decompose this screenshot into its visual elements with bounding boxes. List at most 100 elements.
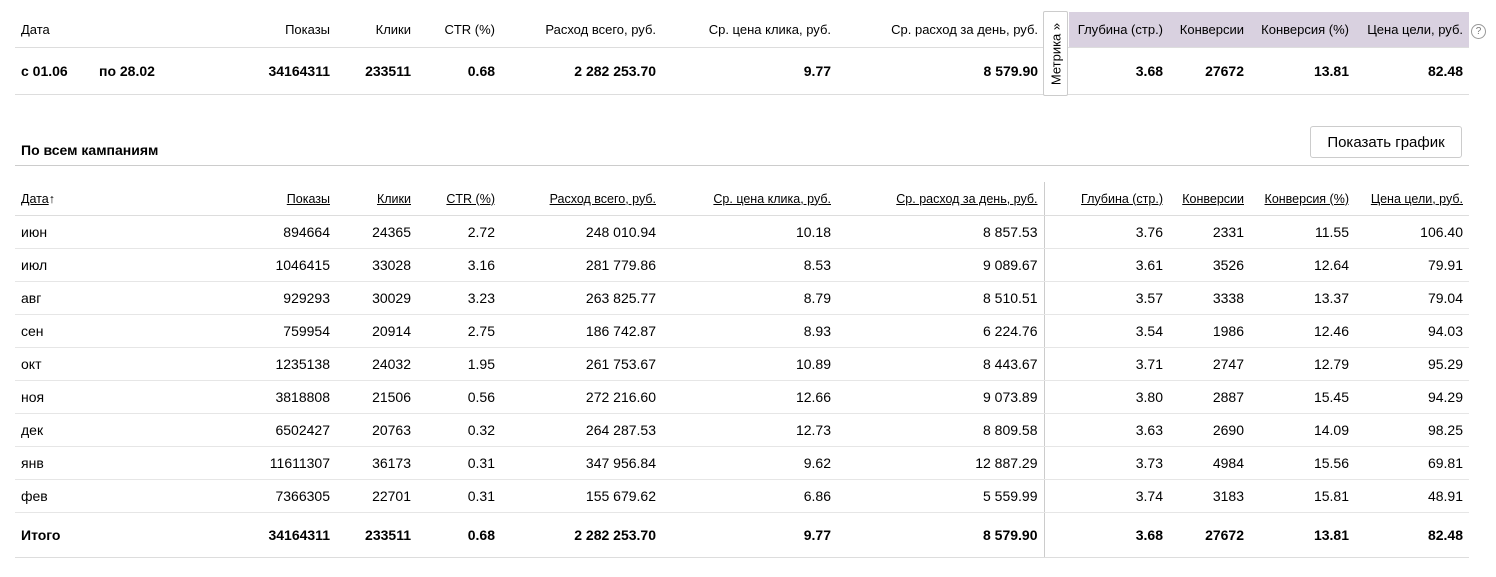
summary-header-shows: Показы xyxy=(156,12,337,48)
table-cell: 3.57 xyxy=(1044,281,1169,315)
show-chart-button[interactable]: Показать график xyxy=(1310,126,1462,158)
sort-clicks-link[interactable]: Клики xyxy=(376,191,411,206)
table-cell: 759954 xyxy=(156,314,336,348)
column-header-goal-cost[interactable]: Цена цели, руб. xyxy=(1355,182,1469,216)
column-header-date[interactable]: Дата↑ xyxy=(15,182,156,216)
table-cell: 3.71 xyxy=(1044,347,1169,381)
sort-conversions-link[interactable]: Конверсии xyxy=(1182,191,1244,206)
row-month: дек xyxy=(15,413,156,447)
total-cell: 13.81 xyxy=(1250,512,1355,558)
sort-cpc-link[interactable]: Ср. цена клика, руб. xyxy=(713,191,831,206)
column-header-shows[interactable]: Показы xyxy=(156,182,336,216)
sort-ctr-link[interactable]: CTR (%) xyxy=(446,191,495,206)
column-header-daily-spend[interactable]: Ср. расход за день, руб. xyxy=(837,182,1045,216)
table-cell: 6 224.76 xyxy=(837,314,1045,348)
sort-conversion-rate-link[interactable]: Конверсия (%) xyxy=(1264,191,1349,206)
row-month: янв xyxy=(15,446,156,480)
table-cell: 94.29 xyxy=(1355,380,1469,414)
table-cell: 2887 xyxy=(1169,380,1250,414)
column-header-conversion-rate[interactable]: Конверсия (%) xyxy=(1250,182,1355,216)
summary-header-conversions: Конверсии xyxy=(1169,12,1251,48)
table-cell: 33028 xyxy=(336,248,417,282)
table-row: дек 6502427 20763 0.32 264 287.53 12.73 8 809.… xyxy=(15,413,1469,447)
summary-header-depth: Глубина (стр.) xyxy=(1069,12,1170,48)
table-row: фев 7366305 22701 0.31 155 679.62 6.86 5 559.9… xyxy=(15,479,1469,513)
table-cell: 3.16 xyxy=(417,248,501,282)
summary-header-goal-cost: Цена цели, руб. xyxy=(1355,12,1470,48)
summary-goal-cost: 82.48 xyxy=(1355,47,1470,95)
metrika-toggle-tab[interactable]: Метрика » xyxy=(1043,11,1068,96)
table-cell: 347 956.84 xyxy=(501,446,662,480)
summary-date-from: с 01.06 xyxy=(15,47,93,95)
table-cell: 9.62 xyxy=(662,446,837,480)
table-cell: 8 857.53 xyxy=(837,215,1045,249)
table-cell: 2.75 xyxy=(417,314,501,348)
summary-clicks: 233511 xyxy=(336,47,418,95)
table-cell: 894664 xyxy=(156,215,336,249)
sort-depth-link[interactable]: Глубина (стр.) xyxy=(1081,191,1163,206)
table-cell: 12.64 xyxy=(1250,248,1355,282)
total-cell: 9.77 xyxy=(662,512,837,558)
table-cell: 3.73 xyxy=(1044,446,1169,480)
summary-header-cpc: Ср. цена клика, руб. xyxy=(662,12,838,48)
table-cell: 1235138 xyxy=(156,347,336,381)
table-cell: 281 779.86 xyxy=(501,248,662,282)
sort-daily-spend-link[interactable]: Ср. расход за день, руб. xyxy=(896,191,1038,206)
table-row: сен 759954 20914 2.75 186 742.87 8.93 6 224.76… xyxy=(15,314,1469,348)
total-label: Итого xyxy=(15,512,156,558)
table-cell: 9 073.89 xyxy=(837,380,1045,414)
table-cell: 3183 xyxy=(1169,479,1250,513)
column-header-spend[interactable]: Расход всего, руб. xyxy=(501,182,662,216)
table-cell: 11.55 xyxy=(1250,215,1355,249)
table-cell: 12.79 xyxy=(1250,347,1355,381)
table-cell: 1.95 xyxy=(417,347,501,381)
row-month: фев xyxy=(15,479,156,513)
column-header-cpc[interactable]: Ср. цена клика, руб. xyxy=(662,182,837,216)
table-cell: 5 559.99 xyxy=(837,479,1045,513)
table-cell: 0.31 xyxy=(417,479,501,513)
column-header-clicks[interactable]: Клики xyxy=(336,182,417,216)
table-cell: 24365 xyxy=(336,215,417,249)
summary-depth: 3.68 xyxy=(1069,47,1170,95)
column-header-conversions[interactable]: Конверсии xyxy=(1169,182,1250,216)
table-cell: 11611307 xyxy=(156,446,336,480)
total-cell: 3.68 xyxy=(1044,512,1169,558)
total-cell: 233511 xyxy=(336,512,417,558)
table-row: июл 1046415 33028 3.16 281 779.86 8.53 9 089.6… xyxy=(15,248,1469,282)
table-cell: 12 887.29 xyxy=(837,446,1045,480)
total-cell: 0.68 xyxy=(417,512,501,558)
summary-header-spend: Расход всего, руб. xyxy=(501,12,663,48)
table-cell: 3.61 xyxy=(1044,248,1169,282)
table-cell: 929293 xyxy=(156,281,336,315)
summary-shows: 34164311 xyxy=(156,47,337,95)
section-title: По всем кампаниям xyxy=(21,142,159,158)
table-cell: 2.72 xyxy=(417,215,501,249)
table-cell: 24032 xyxy=(336,347,417,381)
column-header-depth[interactable]: Глубина (стр.) xyxy=(1044,182,1169,216)
table-cell: 2331 xyxy=(1169,215,1250,249)
table-cell: 248 010.94 xyxy=(501,215,662,249)
total-cell: 82.48 xyxy=(1355,512,1469,558)
sort-spend-link[interactable]: Расход всего, руб. xyxy=(549,191,656,206)
campaign-stats-table: Дата↑ Показы Клики CTR (%) Расход всего,… xyxy=(15,182,1469,558)
metrika-tab-label: Метрика » xyxy=(1048,22,1063,85)
table-cell: 0.31 xyxy=(417,446,501,480)
table-cell: 3.74 xyxy=(1044,479,1169,513)
table-cell: 21506 xyxy=(336,380,417,414)
table-cell: 98.25 xyxy=(1355,413,1469,447)
summary-conversion-rate: 13.81 xyxy=(1250,47,1356,95)
row-month: авг xyxy=(15,281,156,315)
row-month: июн xyxy=(15,215,156,249)
table-cell: 8.53 xyxy=(662,248,837,282)
summary-date-to: по 28.02 xyxy=(93,47,157,95)
sort-shows-link[interactable]: Показы xyxy=(286,191,330,206)
help-icon[interactable]: ? xyxy=(1471,24,1486,39)
sort-date-link[interactable]: Дата xyxy=(21,191,49,206)
row-month: сен xyxy=(15,314,156,348)
table-cell: 12.46 xyxy=(1250,314,1355,348)
table-cell: 69.81 xyxy=(1355,446,1469,480)
table-cell: 1046415 xyxy=(156,248,336,282)
sort-goal-cost-link[interactable]: Цена цели, руб. xyxy=(1370,191,1463,206)
sort-ascending-icon: ↑ xyxy=(48,191,55,206)
column-header-ctr[interactable]: CTR (%) xyxy=(417,182,501,216)
